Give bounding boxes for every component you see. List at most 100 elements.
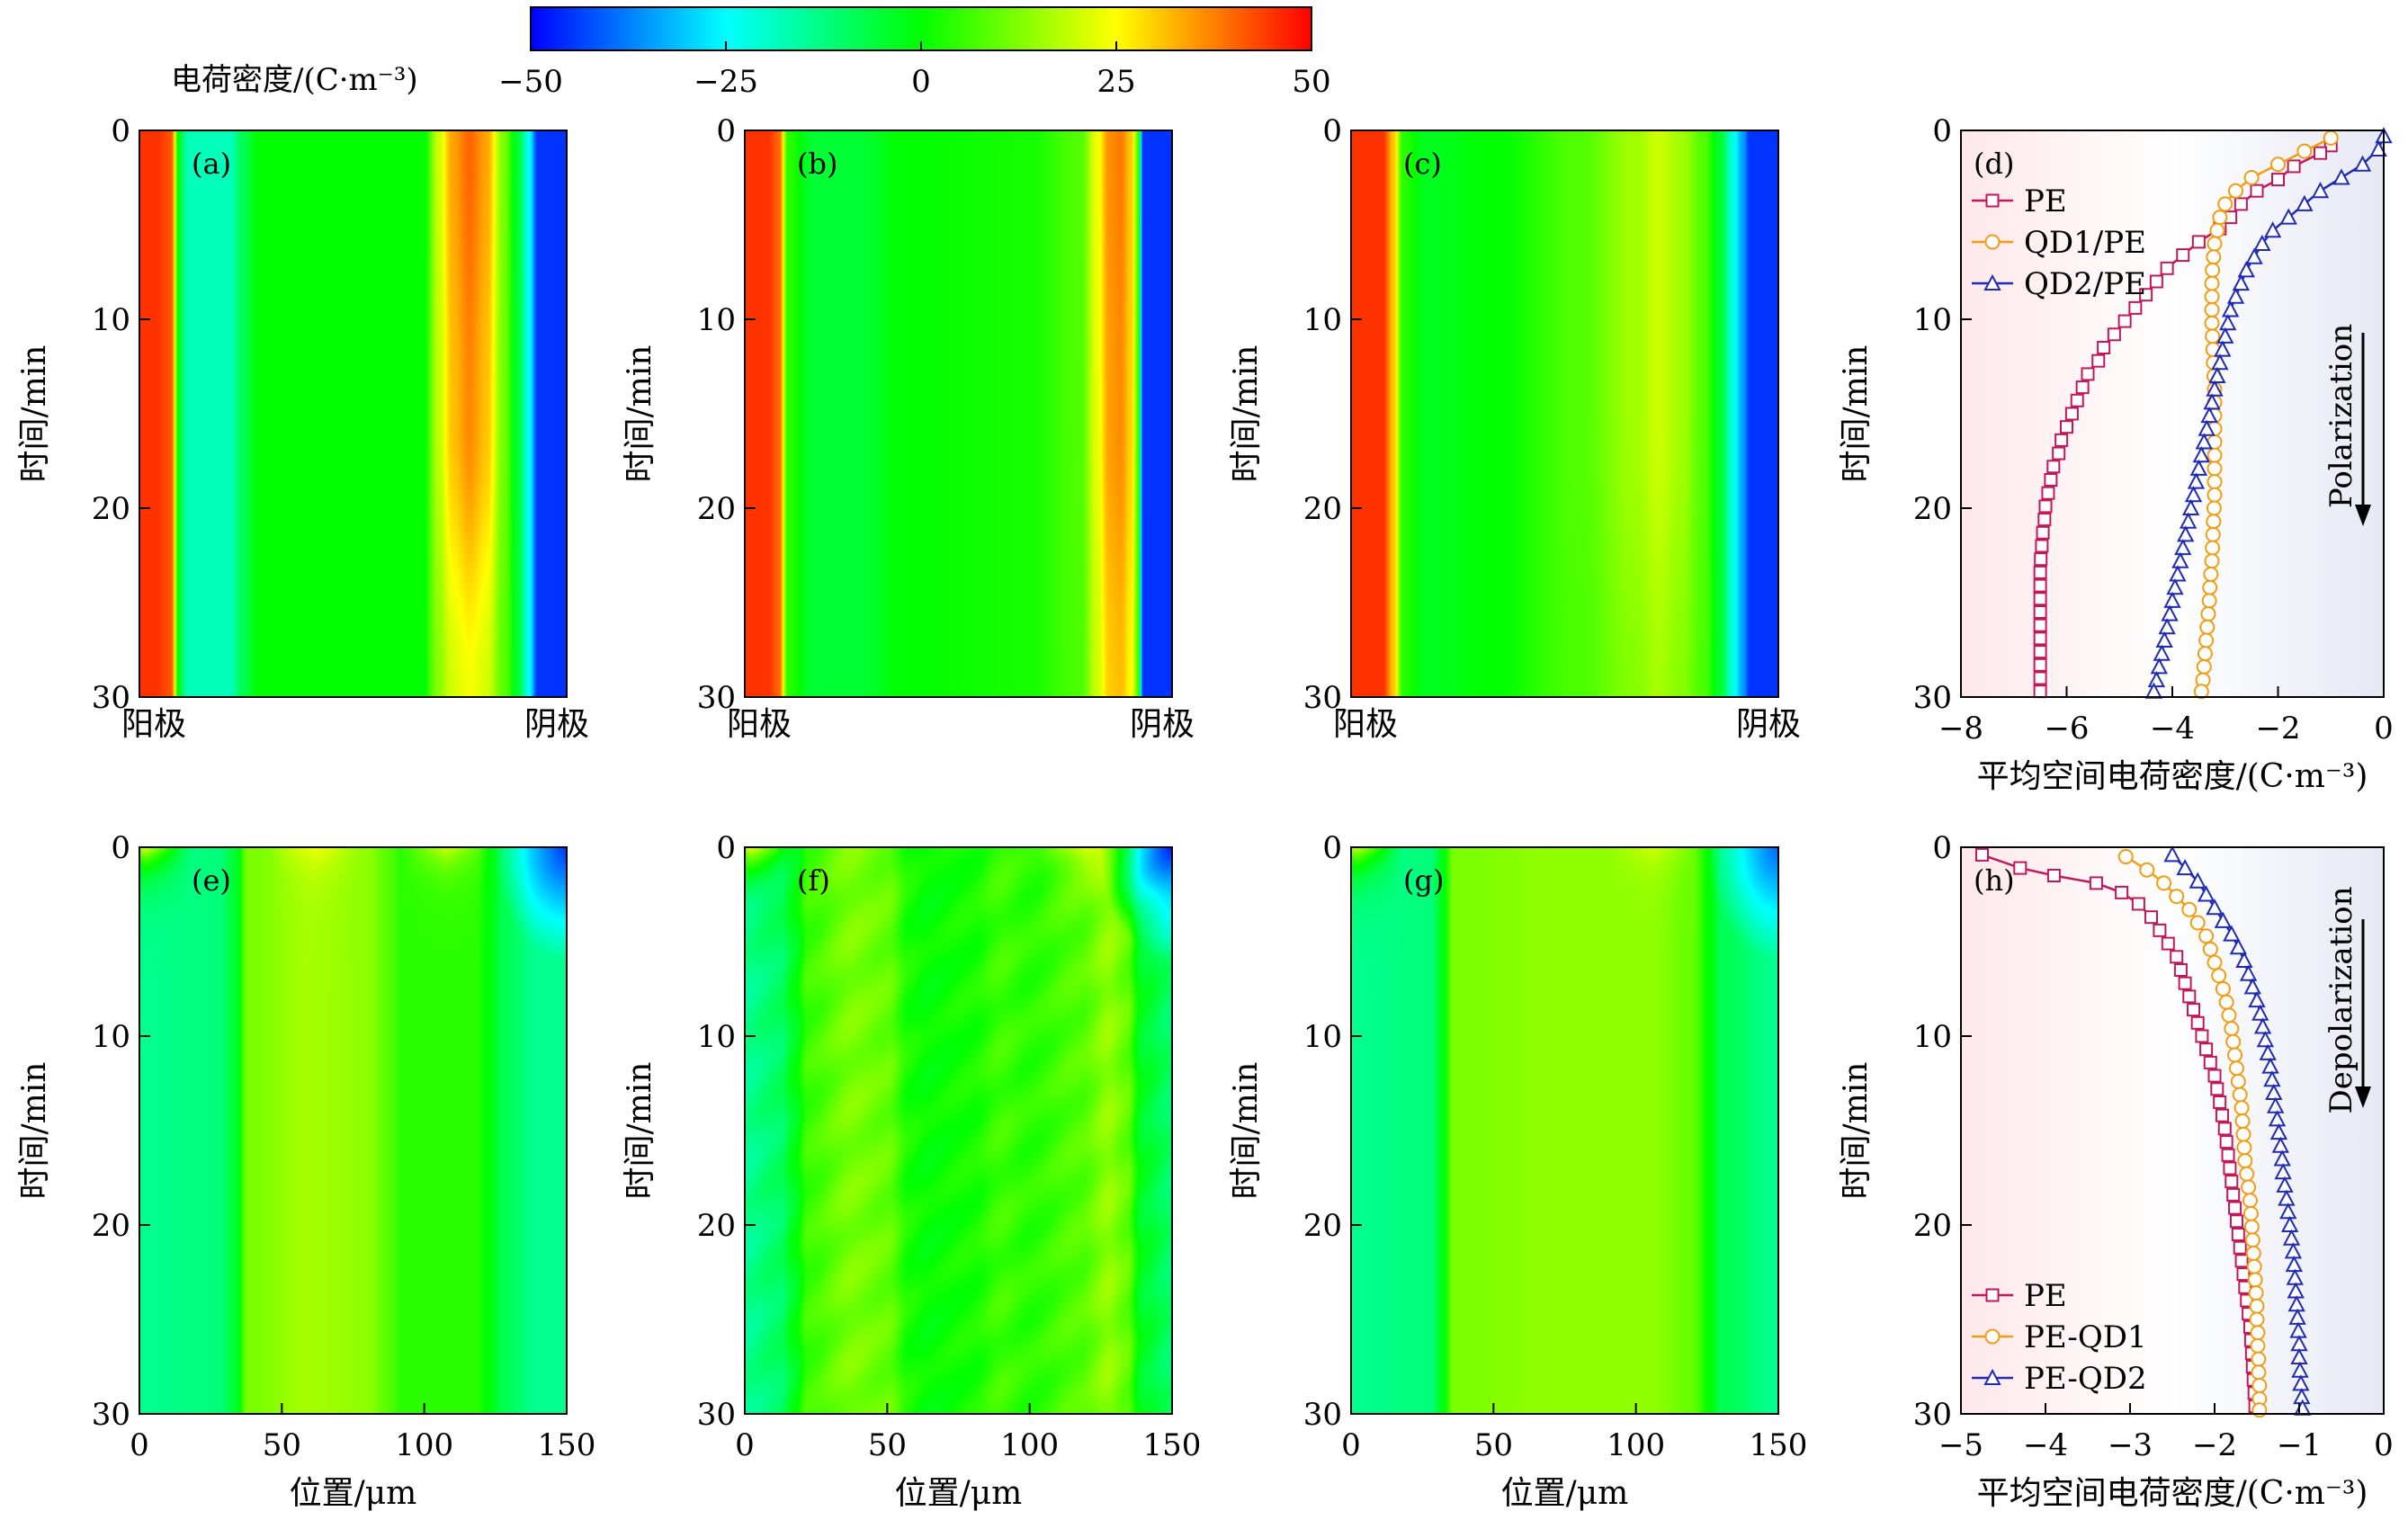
y-tick-label: 30 (1913, 680, 1952, 716)
y-tick-label: 10 (697, 1019, 736, 1055)
phase-arrowhead (2355, 1086, 2371, 1108)
x-tick-label: 0 (2374, 1427, 2394, 1463)
data-point (2296, 194, 2314, 211)
y-tick-label: 30 (697, 680, 736, 716)
y-axis-label: 时间/min (622, 345, 658, 483)
data-point (2170, 950, 2184, 964)
data-point (2149, 274, 2163, 289)
data-point (2033, 645, 2047, 659)
data-point (2205, 262, 2221, 278)
data-point (1975, 847, 1989, 862)
data-point (2033, 657, 2047, 672)
x-tick-label: 0 (1341, 1427, 1361, 1463)
data-point (2253, 234, 2271, 251)
y-tick-label: 20 (697, 491, 736, 527)
data-point (2229, 938, 2247, 955)
data-point (2236, 1140, 2252, 1156)
heatmap-g (1351, 847, 1778, 1414)
data-point (2155, 630, 2173, 648)
x-tick-label: 0 (2374, 711, 2394, 747)
y-axis-label: 时间/min (16, 1062, 53, 1200)
data-point (2097, 341, 2111, 354)
data-point (2251, 1364, 2267, 1381)
colorbar-tick-label: −25 (694, 64, 758, 100)
plot-frame (744, 130, 1173, 698)
data-point (2280, 1215, 2299, 1232)
colorbar-label: 电荷密度/(C·m⁻³) (171, 62, 418, 98)
data-point (2189, 872, 2207, 889)
x-tick-label: 150 (1143, 1427, 1202, 1463)
data-point (2225, 1033, 2242, 1050)
x-axis-label: 平均空间电荷密度/(C·m⁻³) (1977, 758, 2368, 795)
legend-marker (1983, 1368, 2001, 1385)
data-point (2223, 925, 2241, 942)
x-tick-label: −3 (2108, 1427, 2153, 1463)
cathode-label: 阴极 (1736, 706, 1801, 743)
data-point (2177, 525, 2195, 542)
data-point (2228, 1060, 2244, 1077)
data-point (2236, 1267, 2251, 1282)
data-point (2250, 1325, 2266, 1341)
data-point (2206, 380, 2224, 397)
data-point (2163, 845, 2181, 863)
y-tick-label: 0 (1932, 113, 1952, 149)
data-point (2174, 538, 2192, 556)
data-point (2263, 221, 2282, 238)
data-point (2193, 684, 2209, 700)
panel-label: (c) (1403, 147, 1442, 181)
data-point (2033, 592, 2047, 606)
y-tick-label: 10 (1303, 302, 1342, 338)
data-point (2210, 1082, 2224, 1096)
legend-label: QD2/PE (2024, 266, 2146, 302)
data-point (2234, 1254, 2249, 1268)
data-point (2231, 1228, 2245, 1241)
data-point (2219, 314, 2237, 331)
data-point (2296, 143, 2313, 159)
data-point (2115, 885, 2129, 899)
data-point (2278, 1189, 2296, 1206)
data-point (2248, 1285, 2264, 1301)
data-point (2206, 500, 2222, 516)
data-point (2211, 968, 2227, 984)
y-tick-label: 10 (1913, 302, 1952, 338)
data-point (2161, 936, 2175, 951)
data-point (2035, 539, 2049, 553)
data-point (2279, 208, 2297, 225)
data-point (2251, 1402, 2268, 1418)
data-point (2245, 247, 2263, 264)
data-point (2239, 964, 2258, 981)
data-point (2223, 1161, 2237, 1176)
data-point (2160, 261, 2174, 275)
y-tick-label: 0 (1932, 830, 1952, 866)
y-axis-label: 时间/min (16, 345, 53, 483)
x-axis-label: 平均空间电荷密度/(C·m⁻³) (1977, 1475, 2368, 1512)
data-point (2261, 1057, 2279, 1074)
data-point (2089, 876, 2103, 890)
y-tick-label: 30 (92, 680, 130, 716)
data-point (2229, 1214, 2243, 1229)
data-point (2287, 159, 2301, 174)
x-tick-label: −2 (2192, 1427, 2237, 1463)
data-point (2248, 990, 2266, 1008)
data-point (2153, 644, 2171, 661)
data-point (2033, 618, 2047, 632)
data-point (2191, 235, 2206, 249)
data-point (2239, 1166, 2255, 1182)
data-point (2251, 1378, 2268, 1393)
data-point (2161, 604, 2179, 621)
legend-label: PE (2024, 183, 2067, 219)
data-point (2156, 875, 2172, 891)
y-tick-label: 10 (1303, 1019, 1342, 1055)
data-point (2224, 1021, 2240, 1037)
data-point (2242, 1193, 2258, 1209)
data-point (2251, 1351, 2267, 1367)
panel-label: (b) (797, 147, 837, 181)
data-point (2314, 146, 2327, 160)
data-point (2279, 1203, 2297, 1220)
data-point (2200, 606, 2216, 622)
data-point (2203, 567, 2219, 582)
data-point (2038, 499, 2053, 514)
data-point (2060, 420, 2073, 434)
data-point (2203, 393, 2221, 410)
y-tick-label: 0 (716, 113, 736, 149)
